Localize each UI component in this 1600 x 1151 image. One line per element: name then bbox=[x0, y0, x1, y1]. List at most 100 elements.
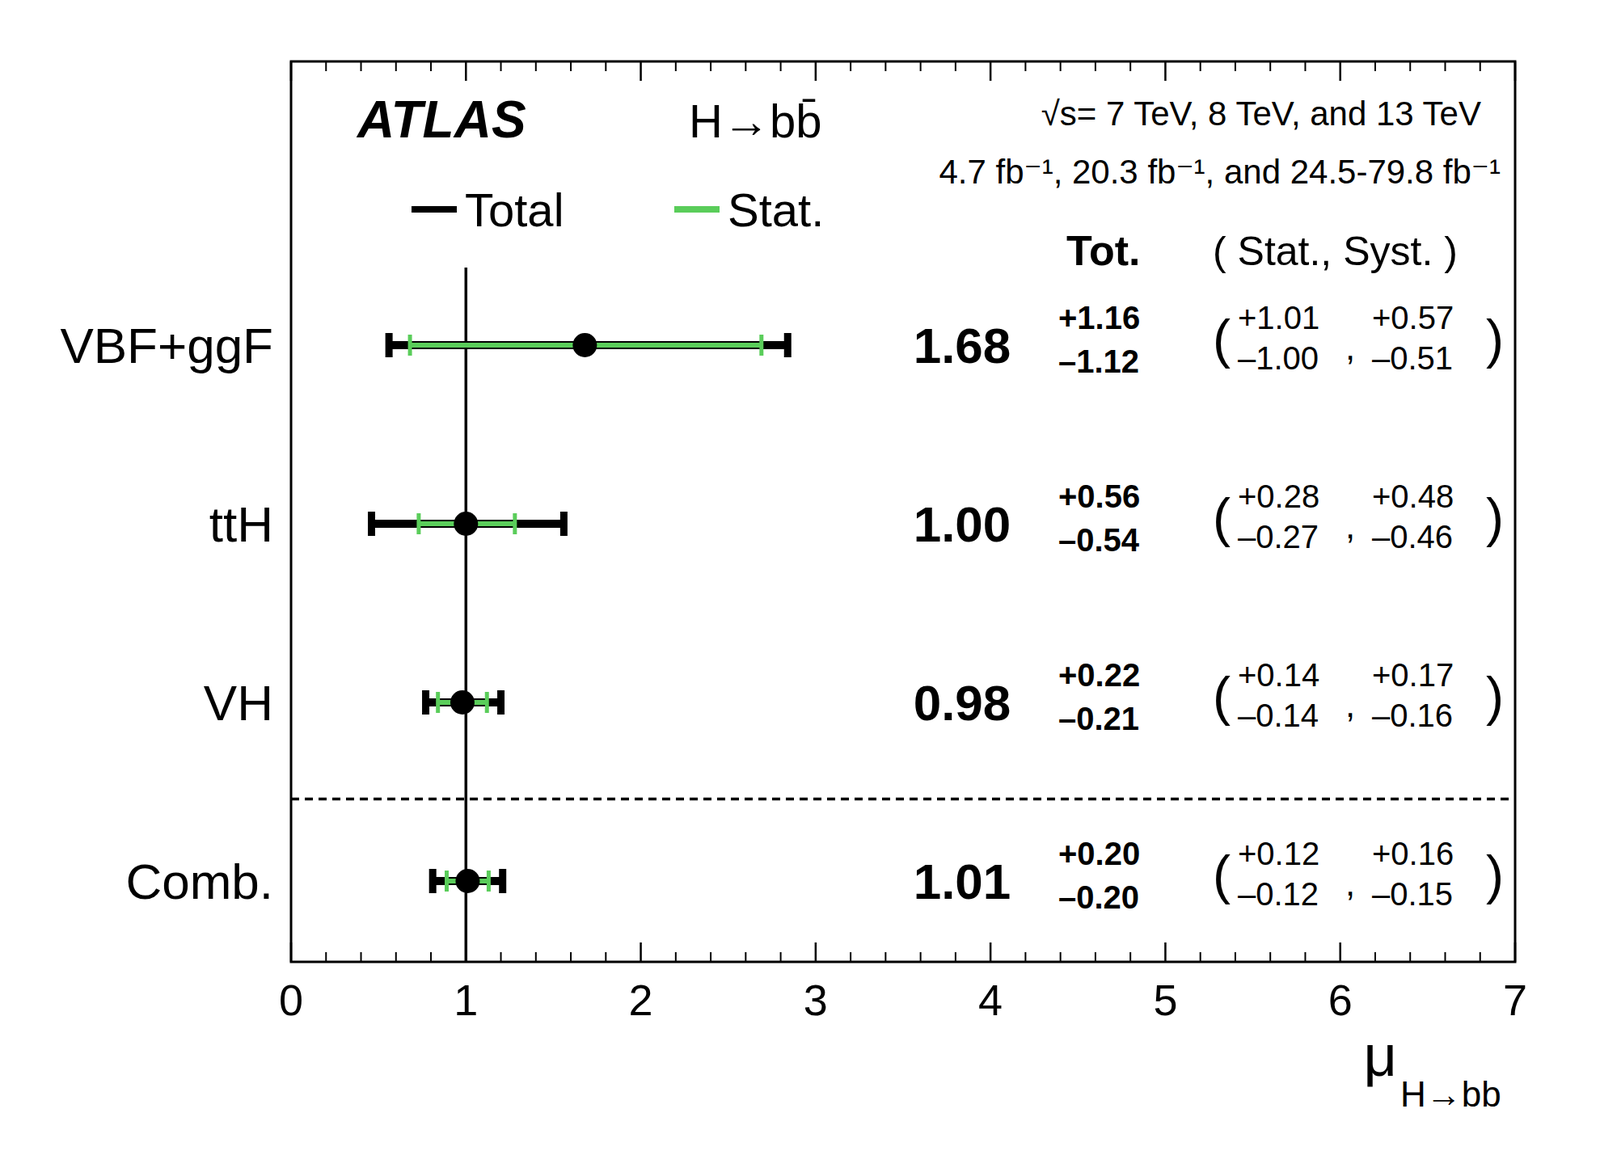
x-minor-tick bbox=[884, 952, 887, 963]
total-plus: +0.20 bbox=[1058, 835, 1140, 872]
x-minor-tick-top bbox=[535, 61, 537, 72]
x-minor-tick bbox=[535, 952, 537, 963]
x-minor-tick bbox=[954, 952, 957, 963]
bracket-close: ) bbox=[1486, 487, 1504, 548]
error-cap bbox=[497, 690, 505, 715]
x-minor-tick-top bbox=[569, 61, 572, 72]
separator-comma: , bbox=[1345, 684, 1356, 725]
x-tick-top bbox=[814, 61, 818, 81]
syst-plus: +0.17 bbox=[1372, 657, 1454, 693]
total-minus: –0.21 bbox=[1058, 700, 1140, 737]
x-minor-tick bbox=[569, 952, 572, 963]
stat-plus: +0.12 bbox=[1237, 835, 1320, 872]
total-minus: –0.20 bbox=[1058, 879, 1140, 916]
error-cap bbox=[512, 513, 517, 535]
x-minor-tick bbox=[849, 952, 852, 963]
x-minor-tick bbox=[395, 952, 397, 963]
x-tick-label: 4 bbox=[978, 975, 1003, 1025]
x-minor-tick bbox=[1094, 952, 1097, 963]
experiment-label: ATLAS bbox=[355, 90, 527, 149]
chart: 01234567μH→bbATLASH→bb̄√s= 7 TeV, 8 TeV,… bbox=[0, 0, 1600, 1151]
total-minus: –1.12 bbox=[1058, 343, 1140, 380]
total-plus: +0.56 bbox=[1058, 478, 1140, 515]
stat-plus: +1.01 bbox=[1237, 299, 1320, 336]
point bbox=[450, 690, 475, 715]
x-minor-tick bbox=[1234, 952, 1237, 963]
separator-comma: , bbox=[1345, 327, 1356, 368]
x-tick-top bbox=[290, 61, 293, 81]
separator-comma: , bbox=[1345, 863, 1356, 904]
x-tick-label: 3 bbox=[803, 975, 828, 1025]
value-label: 1.00 bbox=[913, 496, 1012, 553]
process-label: H→bb̄ bbox=[688, 94, 822, 148]
x-minor-tick-top bbox=[395, 61, 397, 72]
x-minor-tick-top bbox=[325, 61, 327, 72]
frame bbox=[291, 61, 1516, 963]
x-minor-tick-top bbox=[709, 61, 712, 72]
x-minor-tick bbox=[1374, 952, 1377, 963]
error-cap bbox=[560, 511, 568, 537]
stat-plus: +0.28 bbox=[1237, 478, 1320, 515]
x-label-subscript: H→bb bbox=[1400, 1074, 1502, 1115]
category-label: Comb. bbox=[125, 853, 274, 910]
error-cap bbox=[416, 513, 421, 535]
x-minor-tick-top bbox=[744, 61, 747, 72]
x-minor-tick-top bbox=[954, 61, 957, 72]
stat-minus: –0.12 bbox=[1237, 876, 1319, 912]
syst-minus: –0.51 bbox=[1372, 340, 1453, 376]
x-tick bbox=[1164, 942, 1167, 963]
error-cap bbox=[367, 511, 376, 537]
error-cap bbox=[444, 870, 449, 892]
x-tick bbox=[1338, 942, 1342, 963]
separator bbox=[291, 797, 1516, 802]
point bbox=[572, 333, 597, 358]
luminosity-label: 4.7 fb⁻¹, 20.3 fb⁻¹, and 24.5-79.8 fb⁻¹ bbox=[938, 152, 1501, 191]
x-minor-tick bbox=[1269, 952, 1271, 963]
x-minor-tick bbox=[360, 952, 363, 963]
syst-minus: –0.15 bbox=[1372, 876, 1453, 912]
total-plus: +1.16 bbox=[1058, 299, 1140, 336]
x-tick-label: 0 bbox=[278, 975, 304, 1025]
error-cap bbox=[485, 692, 490, 714]
point bbox=[455, 869, 480, 894]
error-cap bbox=[408, 334, 413, 356]
bracket-open: ( bbox=[1212, 666, 1231, 727]
value-label: 1.68 bbox=[913, 317, 1012, 374]
bracket-open: ( bbox=[1212, 844, 1231, 905]
x-minor-tick-top bbox=[849, 61, 852, 72]
x-minor-tick-top bbox=[500, 61, 503, 72]
value-label: 0.98 bbox=[913, 675, 1012, 731]
x-tick-top bbox=[1338, 61, 1342, 81]
legend-label: Total bbox=[464, 183, 565, 237]
x-minor-tick bbox=[675, 952, 677, 963]
bracket-open: ( bbox=[1212, 487, 1231, 548]
x-minor-tick bbox=[325, 952, 327, 963]
x-tick bbox=[639, 942, 642, 963]
legend-swatch bbox=[411, 206, 457, 213]
x-minor-tick bbox=[920, 952, 922, 963]
x-minor-tick-top bbox=[1409, 61, 1411, 72]
stat-minus: –1.00 bbox=[1237, 340, 1319, 376]
x-minor-tick-top bbox=[1269, 61, 1271, 72]
point bbox=[453, 511, 478, 537]
x-minor-tick bbox=[709, 952, 712, 963]
error-cap bbox=[385, 333, 393, 358]
error-cap bbox=[759, 334, 764, 356]
x-tick bbox=[1514, 942, 1517, 963]
x-minor-tick-top bbox=[884, 61, 887, 72]
x-tick-top bbox=[464, 61, 468, 81]
x-minor-tick-top bbox=[1374, 61, 1377, 72]
error-cap bbox=[429, 869, 437, 894]
x-minor-tick bbox=[500, 952, 503, 963]
error-cap bbox=[784, 333, 792, 358]
x-minor-tick-top bbox=[920, 61, 922, 72]
value-label: 1.01 bbox=[913, 853, 1012, 910]
x-tick bbox=[814, 942, 818, 963]
x-minor-tick-top bbox=[360, 61, 363, 72]
column-header: ( Stat., Syst. ) bbox=[1212, 228, 1458, 275]
category-label: VBF+ggF bbox=[59, 317, 274, 374]
legend-swatch bbox=[674, 206, 720, 213]
x-minor-tick-top bbox=[604, 61, 607, 72]
total-plus: +0.22 bbox=[1058, 657, 1140, 693]
x-tick-top bbox=[1514, 61, 1517, 81]
